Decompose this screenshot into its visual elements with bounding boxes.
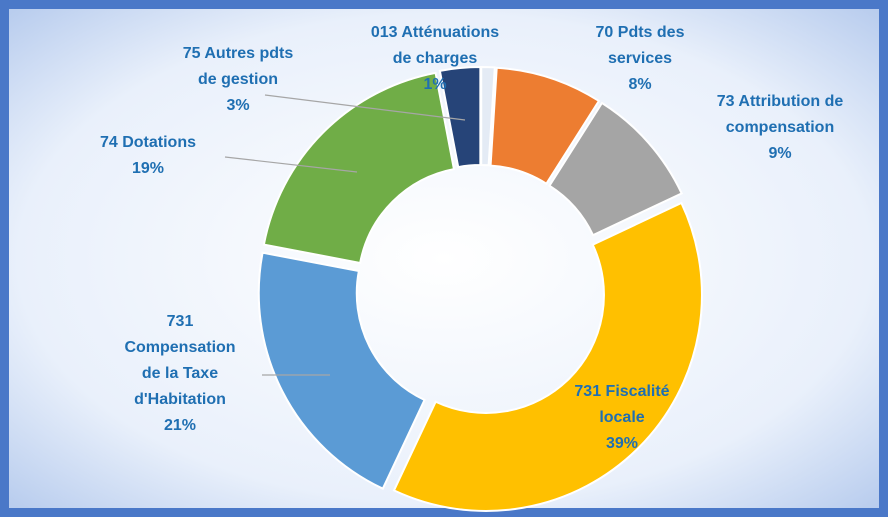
value-label: 3% — [226, 97, 249, 114]
leader-line — [264, 94, 466, 121]
category-label: 73 Attribution de compensation — [717, 93, 844, 136]
donut-slice — [257, 251, 426, 490]
category-label: 70 Pdts des services — [596, 24, 685, 67]
category-label: 731 Compensation de la Taxe d'Habitation — [124, 313, 235, 408]
value-label: 8% — [628, 76, 651, 93]
donut-slice — [480, 66, 496, 167]
donut-slice — [438, 66, 482, 169]
donut-slice — [262, 71, 456, 265]
leader-line — [224, 156, 358, 173]
category-label: 75 Autres pdts de gestion — [183, 45, 294, 88]
value-label: 21% — [164, 417, 196, 434]
donut-slice — [548, 101, 684, 237]
value-label: 19% — [132, 160, 164, 177]
donut-slice — [392, 201, 703, 512]
value-label: 1% — [423, 76, 446, 93]
donut-slice — [489, 66, 601, 186]
category-label: 731 Fiscalité locale — [574, 383, 669, 426]
category-label: 74 Dotations — [100, 134, 196, 151]
value-label: 39% — [606, 435, 638, 452]
value-label: 9% — [768, 145, 791, 162]
category-label: 013 Atténuations de charges — [371, 24, 499, 67]
